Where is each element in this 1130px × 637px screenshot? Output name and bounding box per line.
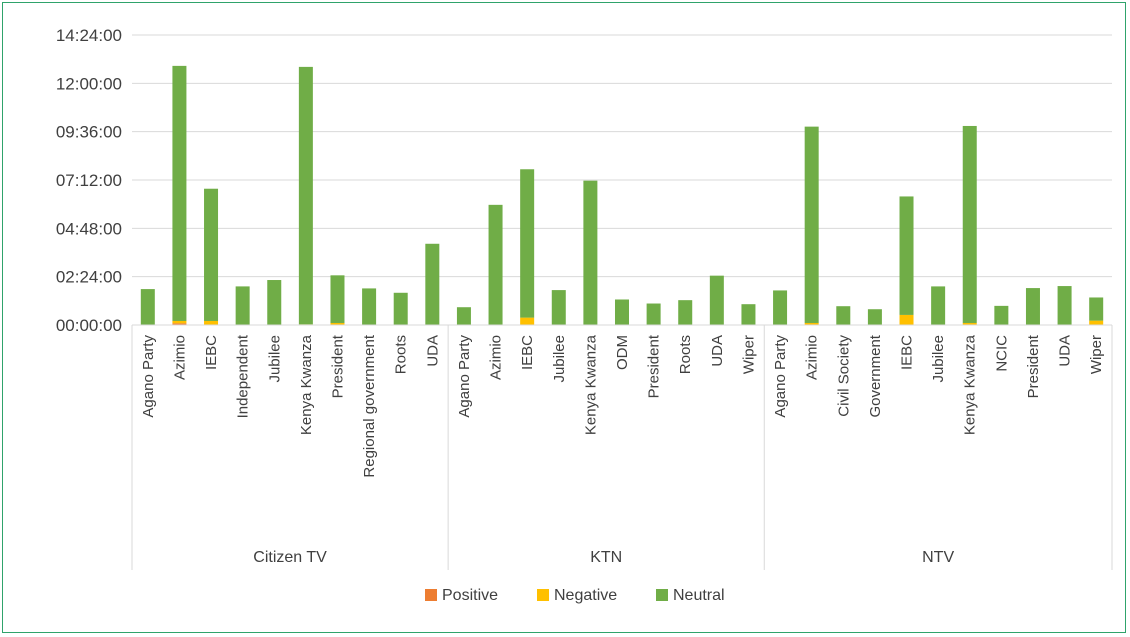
x-tick-label: Government	[867, 334, 884, 417]
bar-neutral	[773, 290, 788, 325]
bar-neutral	[172, 65, 187, 321]
x-tick-label: Wiper	[740, 335, 757, 374]
bar-neutral	[899, 196, 914, 315]
x-tick-label: Jubilee	[551, 335, 568, 383]
x-tick-label: IEBC	[203, 335, 220, 370]
x-tick-label: Jubilee	[266, 335, 283, 383]
x-tick-label: UDA	[709, 335, 726, 367]
bar-negative	[172, 320, 187, 324]
bar-neutral	[520, 169, 535, 318]
bar-negative	[520, 317, 535, 325]
bar-neutral	[1089, 297, 1104, 321]
bar-neutral	[962, 125, 977, 323]
bar-negative	[204, 320, 219, 325]
x-tick-label: Jubilee	[930, 335, 947, 383]
x-tick-label: Agano Party	[456, 335, 473, 418]
bar-negative	[804, 322, 819, 325]
bar-neutral	[551, 290, 566, 325]
bar-neutral	[362, 288, 377, 325]
x-tick-label: Agano Party	[772, 335, 789, 418]
x-tick-label: UDA	[424, 335, 441, 367]
x-tick-label: Regional government	[361, 334, 378, 477]
bar-negative	[962, 322, 977, 325]
y-tick-label: 02:24:00	[56, 268, 122, 287]
x-tick-label: President	[646, 334, 663, 398]
x-tick-label: Azimio	[171, 335, 188, 380]
x-tick-label: Azimio	[488, 335, 505, 380]
bar-neutral	[425, 243, 440, 325]
bar-neutral	[1025, 288, 1040, 325]
bar-neutral	[709, 275, 724, 325]
bar-neutral	[267, 280, 282, 325]
bar-neutral	[298, 66, 313, 325]
x-tick-label: President	[1025, 334, 1042, 398]
x-tick-label: Wiper	[1088, 335, 1105, 374]
bar-neutral	[646, 303, 661, 325]
bar-neutral	[393, 292, 408, 325]
bar-positive	[172, 323, 187, 325]
bar-neutral	[583, 180, 598, 325]
y-tick-label: 12:00:00	[56, 74, 122, 93]
legend-label: Negative	[554, 587, 617, 604]
bar-neutral	[836, 306, 851, 325]
legend-swatch	[537, 589, 549, 601]
legend-swatch	[425, 589, 437, 601]
bar-negative	[330, 322, 345, 325]
bar-neutral	[488, 204, 503, 325]
x-tick-label: Civil Society	[835, 335, 852, 417]
y-tick-label: 07:12:00	[56, 171, 122, 190]
group-label: NTV	[922, 549, 954, 566]
bar-neutral	[204, 188, 219, 321]
x-tick-label: President	[329, 334, 346, 398]
x-tick-label: NCIC	[993, 335, 1010, 372]
y-tick-label: 14:24:00	[56, 26, 122, 45]
legend-label: Neutral	[673, 587, 725, 604]
x-tick-label: Kenya Kwanza	[962, 334, 979, 435]
legend-swatch	[656, 589, 668, 601]
bar-neutral	[456, 307, 471, 325]
x-tick-label: Agano Party	[140, 335, 157, 418]
bar-neutral	[235, 286, 250, 325]
x-tick-label: Azimio	[804, 335, 821, 380]
bar-negative	[1089, 320, 1104, 325]
bar-neutral	[330, 275, 345, 323]
bar-negative	[899, 314, 914, 325]
bar-neutral	[1057, 286, 1072, 325]
y-tick-label: 00:00:00	[56, 316, 122, 335]
x-tick-label: Kenya Kwanza	[582, 334, 599, 435]
x-tick-label: IEBC	[519, 335, 536, 370]
bar-neutral	[804, 126, 819, 323]
group-label: Citizen TV	[253, 549, 327, 566]
bar-neutral	[615, 299, 629, 325]
x-tick-label: UDA	[1057, 335, 1074, 367]
x-tick-label: ODM	[614, 335, 631, 370]
bar-neutral	[994, 305, 1009, 325]
y-tick-label: 04:48:00	[56, 219, 122, 238]
y-tick-label: 09:36:00	[56, 123, 122, 142]
x-tick-label: Independent	[235, 334, 252, 418]
bar-neutral	[140, 289, 155, 325]
bar-neutral	[931, 286, 946, 325]
bar-neutral	[741, 304, 756, 325]
x-tick-label: Roots	[677, 335, 694, 374]
group-label: KTN	[590, 549, 622, 566]
x-tick-label: Roots	[393, 335, 410, 374]
x-tick-label: IEBC	[899, 335, 916, 370]
x-tick-label: Kenya Kwanza	[298, 334, 315, 435]
bar-neutral	[867, 309, 882, 325]
legend-label: Positive	[442, 587, 498, 604]
bar-neutral	[678, 300, 693, 325]
